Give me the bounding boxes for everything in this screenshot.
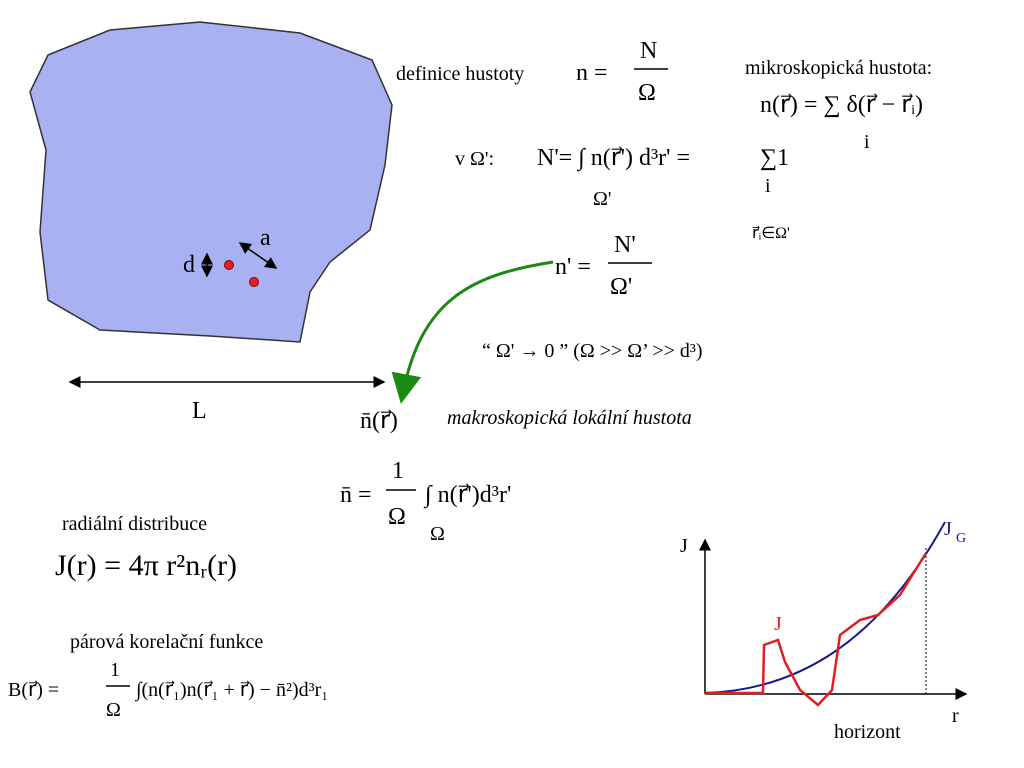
formula: B(r⃗) =: [8, 679, 59, 701]
curve-label: J: [944, 518, 952, 540]
formula: Ω: [388, 504, 406, 530]
curve-label: J: [774, 613, 782, 635]
formula: r⃗ᵢ∈Ω': [752, 225, 790, 242]
text: párová korelační funkce: [70, 631, 263, 653]
formula: Ω: [638, 80, 656, 106]
a-label: a: [260, 225, 271, 251]
d-label: d: [183, 252, 195, 278]
ideal-curve: [704, 521, 946, 694]
axis-label: horizont: [834, 721, 901, 743]
green-arrow: [391, 260, 554, 404]
formula: ∑1: [760, 145, 789, 171]
volume-blob: [29, 21, 393, 343]
curve-label: G: [956, 531, 966, 546]
formula: n̄(r⃗): [360, 408, 398, 434]
formula: 1: [392, 458, 404, 484]
formula: Ω: [106, 699, 121, 721]
text: radiální distribuce: [62, 513, 207, 535]
l-label: L: [192, 398, 207, 424]
formula: n =: [576, 60, 608, 86]
text: mikroskopická hustota:: [745, 57, 932, 79]
text: makroskopická lokální hustota: [447, 407, 692, 429]
formula: n' =: [555, 254, 591, 280]
formula: N'= ∫ n(r⃗') d³r' =: [537, 145, 690, 172]
particle: [249, 277, 259, 287]
formula: n(r⃗) = ∑ δ(r⃗ − r⃗ᵢ): [760, 92, 923, 118]
formula: Ω': [610, 274, 632, 300]
particle: [224, 260, 234, 270]
formula: Ω': [593, 188, 611, 210]
formula: ∫ n(r⃗')d³r': [423, 482, 511, 509]
formula: N': [614, 232, 636, 258]
formula: J(r) = 4π r²nᵣ(r): [55, 549, 237, 582]
formula: N: [640, 38, 657, 64]
axis-label: J: [680, 535, 688, 557]
a-arrow: [238, 242, 278, 269]
formula: i: [864, 131, 870, 153]
text: v Ω':: [455, 148, 494, 170]
text: definice hustoty: [396, 63, 524, 85]
formula: i: [765, 175, 771, 197]
formula: “ Ω' → 0 ” (Ω >> Ω’ >> d³): [482, 340, 703, 362]
formula: Ω: [430, 523, 445, 545]
axis-label: r: [952, 705, 959, 727]
formula: ∫(n(r⃗₁)n(r⃗₁ + r⃗) − n̄²)d³r₁: [134, 679, 328, 702]
formula: n̄ =: [340, 482, 372, 508]
formula: 1: [110, 659, 120, 681]
actual-curve: [705, 552, 928, 707]
